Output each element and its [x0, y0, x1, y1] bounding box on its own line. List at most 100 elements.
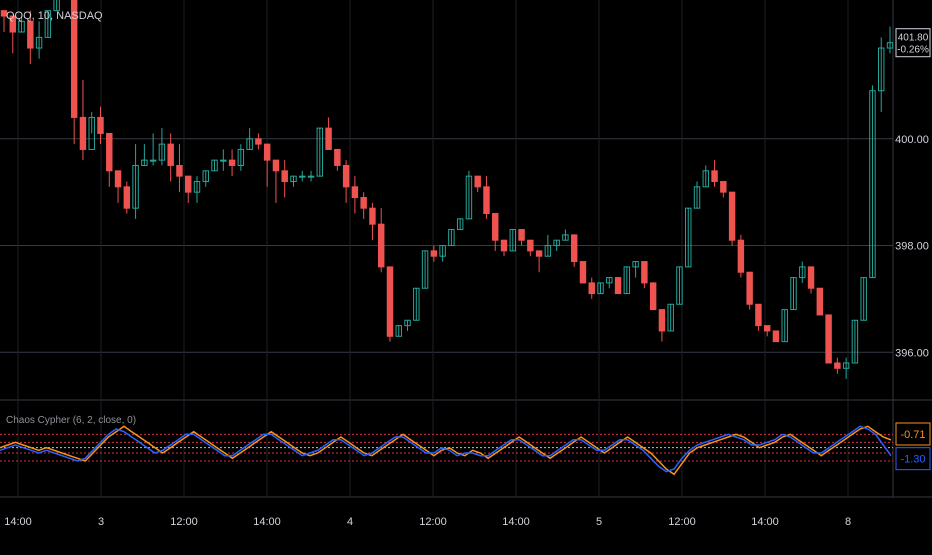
candle-body	[614, 277, 622, 295]
candle-body	[711, 170, 718, 182]
time-tick-label: 4	[347, 516, 353, 528]
candle-body	[474, 175, 481, 188]
candle-body	[886, 42, 894, 49]
candle-body	[141, 159, 148, 166]
candle-body	[842, 362, 850, 369]
candle-body	[228, 159, 236, 166]
candle-body	[237, 148, 245, 166]
candle-body	[79, 116, 87, 150]
candle-body	[632, 261, 639, 268]
candle-body	[272, 159, 280, 172]
candle-body	[386, 266, 394, 337]
candle-body	[492, 213, 499, 241]
candle-body	[878, 47, 885, 92]
symbol-label: QQQ, 10, NASDAQ	[6, 10, 103, 22]
candle-body	[807, 266, 815, 289]
candle-body	[649, 282, 657, 311]
candle-body	[869, 90, 876, 279]
oscillator-value-box	[895, 422, 931, 446]
candle-body	[97, 116, 104, 134]
candle-body	[553, 239, 560, 247]
last-price-label: 401.80	[898, 33, 929, 44]
candle-body	[535, 250, 543, 257]
candle-body	[562, 234, 569, 241]
candle-body	[483, 186, 490, 215]
candle-body	[544, 245, 552, 257]
time-tick-label: 8	[845, 516, 851, 528]
candle-body	[518, 229, 525, 241]
candle-body	[693, 186, 701, 209]
candle-body	[246, 138, 253, 150]
candle-body	[860, 277, 867, 321]
candle-body	[263, 143, 271, 161]
candle-body	[456, 218, 464, 231]
time-tick-label: 5	[596, 516, 602, 528]
indicator-label: Chaos Cypher (6, 2, close, 0)	[6, 415, 136, 426]
candle-body	[527, 239, 534, 252]
candle-body	[184, 175, 192, 193]
oscillator-value-box	[895, 447, 931, 471]
candle-body	[606, 277, 613, 284]
time-tick-label: 12:00	[668, 516, 696, 528]
candle-body	[316, 127, 324, 177]
candle-layer	[0, 0, 894, 379]
candle-body	[790, 277, 797, 311]
candle-body	[334, 148, 341, 166]
candle-body	[27, 20, 34, 49]
candle-body	[290, 175, 297, 182]
candle-body	[851, 319, 859, 364]
candle-body	[579, 261, 587, 284]
oscillator-line-blue	[0, 425, 892, 473]
candle-body	[149, 159, 157, 162]
candle-body	[439, 245, 446, 257]
price-tick-label: 400.00	[895, 134, 929, 146]
candle-body	[395, 325, 402, 337]
candle-body	[44, 10, 52, 38]
time-tick-label: 14:00	[253, 516, 281, 528]
oscillator-value-label: -0.71	[900, 429, 925, 441]
candle-body	[132, 164, 139, 209]
candle-body	[500, 239, 508, 252]
candle-body	[448, 229, 455, 247]
time-tick-label: 14:00	[4, 516, 32, 528]
candle-body	[763, 325, 771, 332]
time-tick-label: 12:00	[170, 516, 198, 528]
candle-body	[623, 266, 631, 295]
candle-body	[676, 266, 683, 305]
candle-body	[509, 229, 517, 252]
candle-body	[746, 271, 753, 305]
candle-body	[88, 116, 95, 150]
oscillator-layer	[0, 425, 893, 476]
oscillator-value-label: -1.30	[900, 454, 925, 466]
candle-body	[360, 197, 367, 209]
candle-body	[404, 319, 411, 327]
candle-body	[123, 186, 131, 209]
candle-body	[430, 250, 438, 257]
candle-body	[211, 159, 218, 172]
candle-body	[220, 159, 227, 162]
candle-body	[299, 175, 306, 178]
candle-body	[114, 170, 122, 188]
candle-body	[35, 36, 43, 49]
candle-body	[702, 170, 710, 188]
candle-body	[158, 143, 166, 161]
time-tick-label: 14:00	[751, 516, 779, 528]
candle-body	[728, 191, 736, 241]
price-tick-label: 396.00	[895, 347, 929, 359]
candle-body	[755, 303, 762, 327]
candle-body	[597, 282, 604, 295]
candle-body	[816, 287, 824, 316]
price-tick-label: 398.00	[895, 241, 929, 253]
candle-body	[685, 207, 692, 268]
candle-body	[325, 127, 332, 150]
candle-body	[737, 239, 745, 273]
candle-body	[799, 266, 806, 279]
candle-body	[667, 303, 674, 332]
candle-body	[167, 143, 174, 166]
candle-body	[351, 186, 359, 199]
candle-body	[641, 261, 648, 284]
candle-body	[658, 309, 666, 332]
candle-body	[193, 180, 201, 193]
